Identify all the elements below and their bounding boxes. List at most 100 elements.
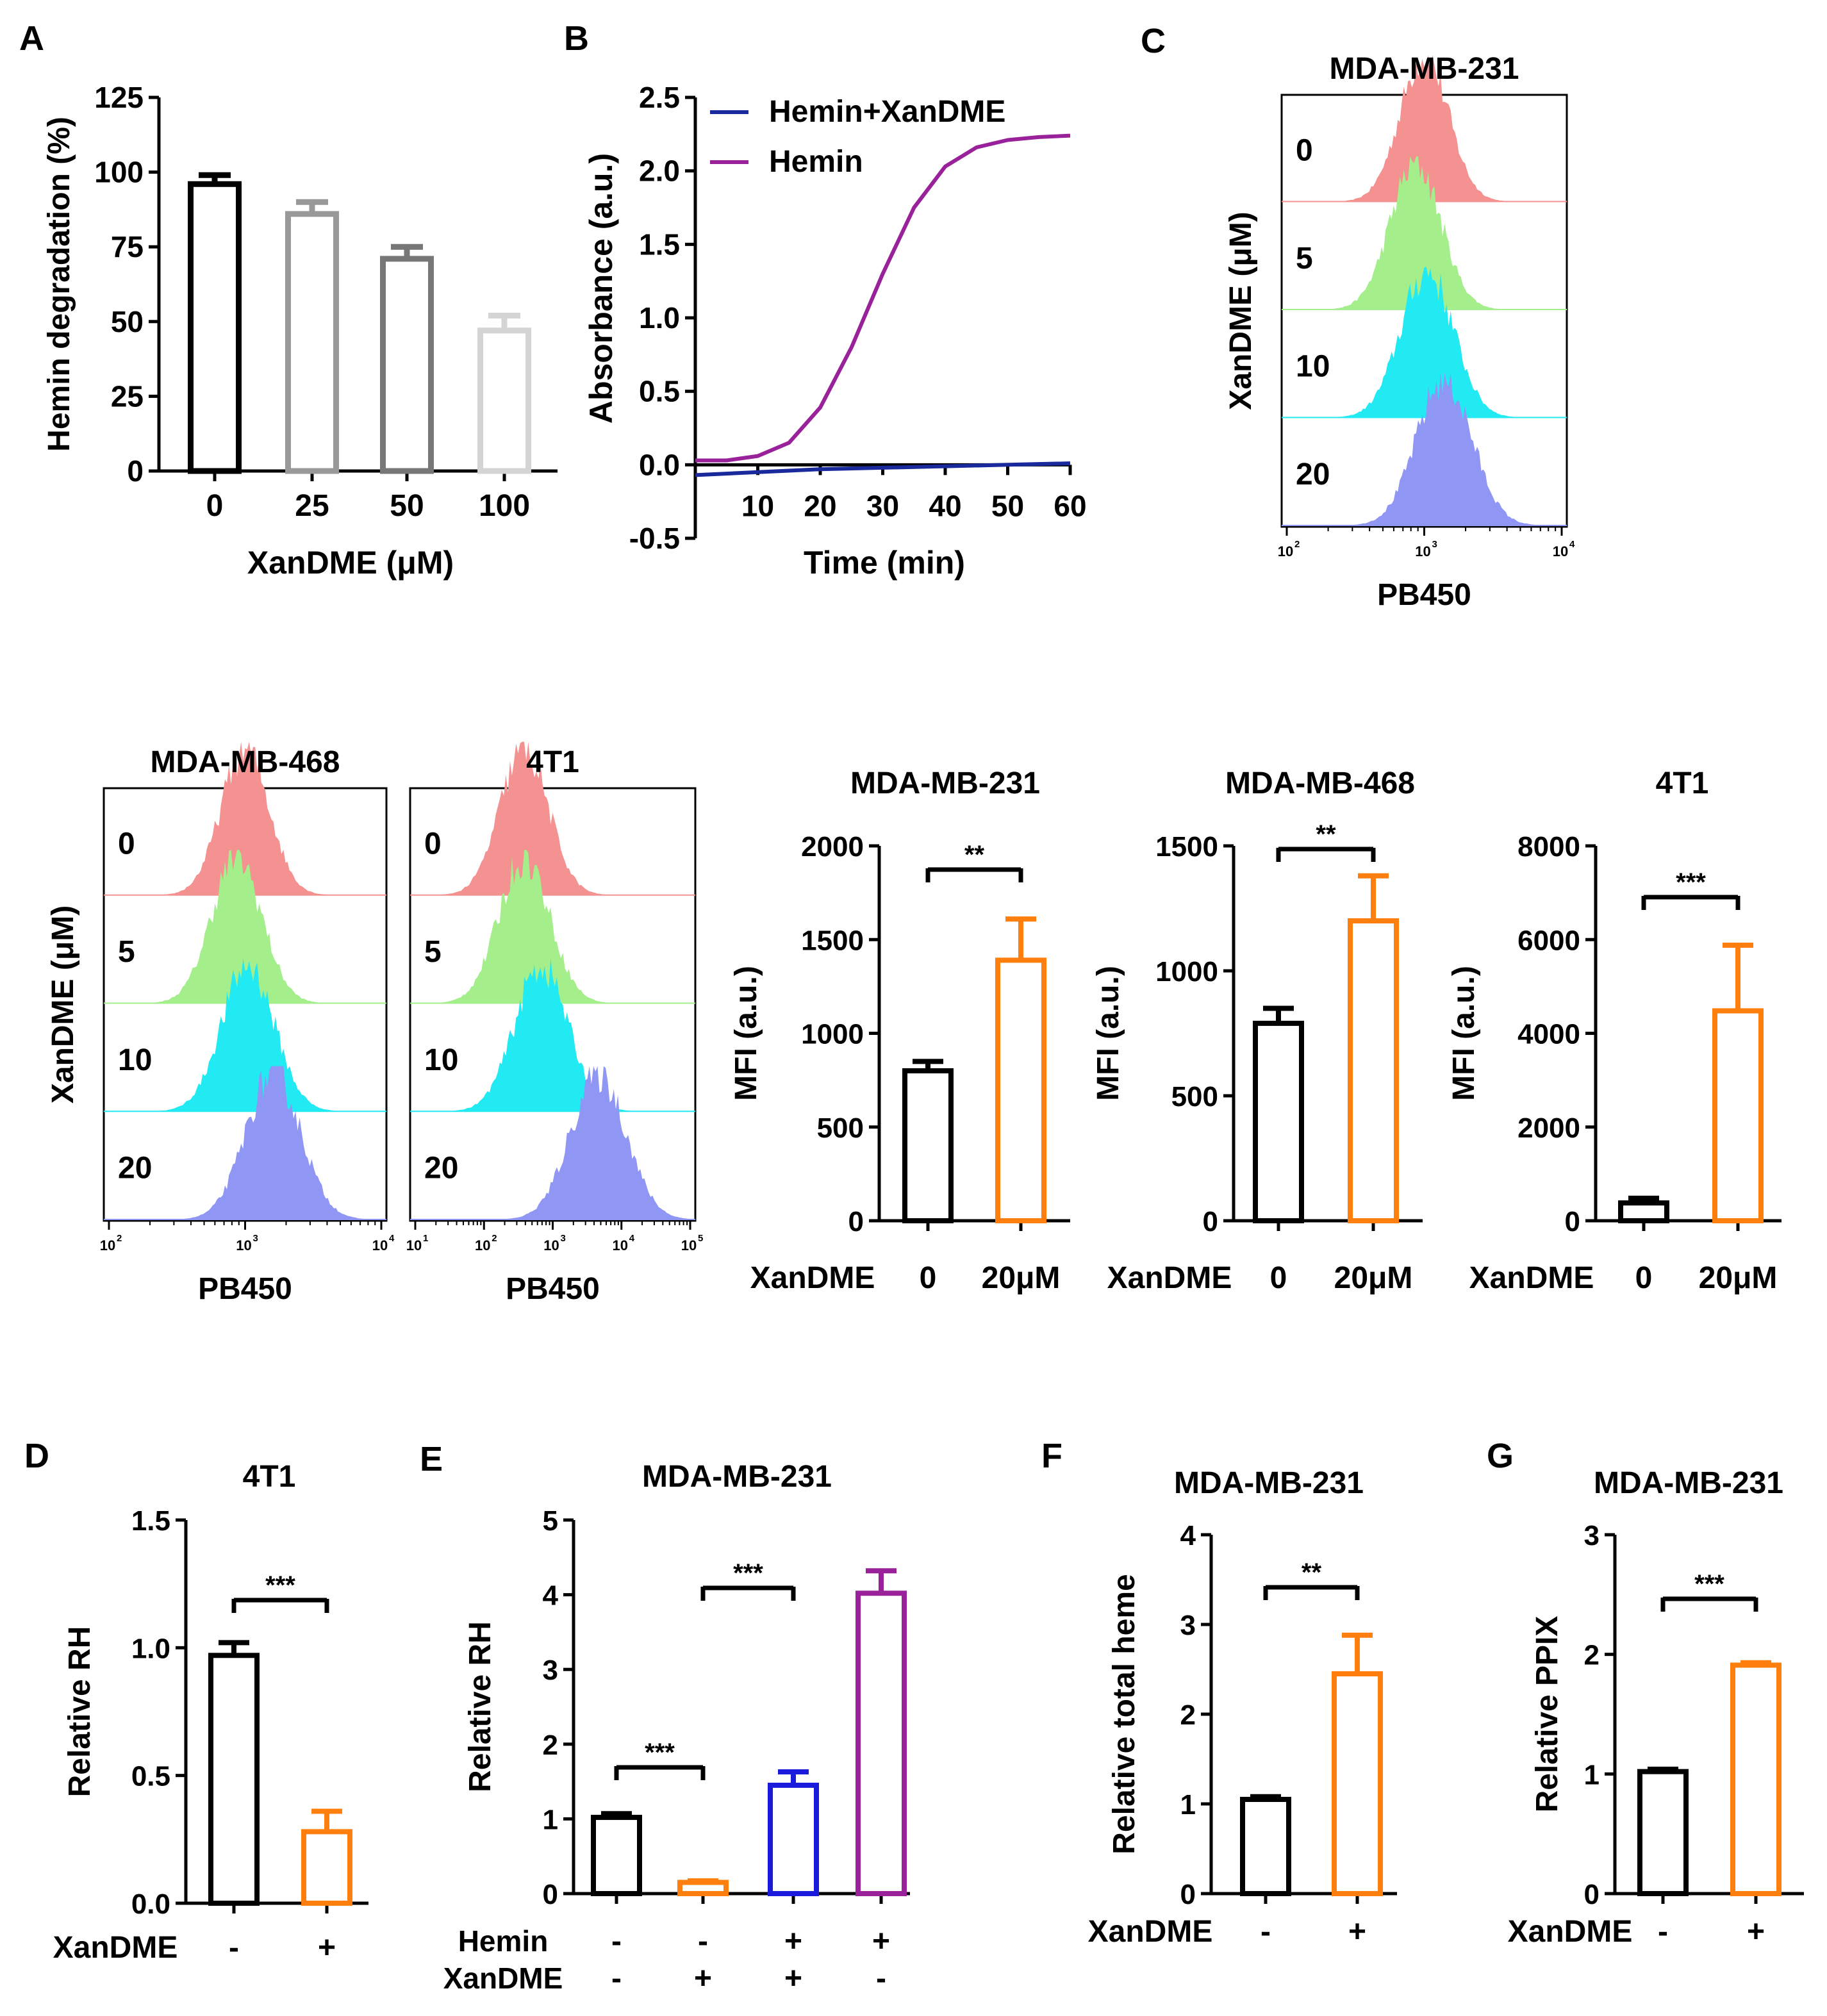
- e-ytick-label-5: 5: [543, 1505, 558, 1537]
- mfi-231-ytick-label-2: 1000: [801, 1019, 864, 1050]
- panel-letter-g: G: [1487, 1437, 1514, 1475]
- mfi-468-significance-label: **: [1316, 820, 1336, 848]
- g-category-1: +: [1747, 1915, 1765, 1949]
- e-row-label-1: XanDME: [443, 1962, 563, 1995]
- g-bar-0: [1637, 1769, 1689, 1897]
- g-ytick-label-3: 3: [1584, 1520, 1600, 1551]
- e-ytick-label-2: 2: [543, 1730, 558, 1761]
- g-ytick-label-2: 2: [1584, 1640, 1600, 1671]
- mfi-4t1-ytick-label-0: 0: [1565, 1206, 1580, 1237]
- mfi-468-title: MDA-MB-468: [1225, 766, 1415, 800]
- mfi-231-ytick-label-0: 0: [848, 1206, 864, 1237]
- a-category-3: 100: [479, 489, 530, 523]
- b-ytick-label-2: 0.5: [639, 375, 680, 408]
- 468-hist-decade-label-2: 10: [372, 1237, 388, 1253]
- a-xlabel: XanDME (μM): [247, 545, 454, 581]
- e-bar-3: [856, 1590, 907, 1897]
- b-xtick-label-5: 60: [1054, 489, 1086, 522]
- f-ylabel: Relative total heme: [1107, 1574, 1141, 1854]
- panel-letter-d: D: [24, 1437, 49, 1475]
- panel-letter-a: A: [19, 19, 44, 58]
- a-ylabel: Hemin degradation (%): [42, 117, 76, 452]
- b-ytick-label-4: 1.5: [639, 227, 680, 261]
- mfi-231-significance-label: **: [964, 841, 985, 869]
- d-ytick-label-0: 0.0: [131, 1888, 170, 1920]
- f-category-1: +: [1348, 1915, 1366, 1949]
- b-ylabel: Absorbance (a.u.): [583, 153, 619, 424]
- 468-hist-ylabel: XanDME (μM): [46, 905, 80, 1103]
- a-category-1: 25: [295, 489, 329, 523]
- b-ytick-label-3: 1.0: [639, 301, 680, 335]
- e-row-0-value-2: +: [784, 1924, 802, 1958]
- a-bar-3: [477, 327, 531, 474]
- g-category-0: -: [1658, 1915, 1668, 1949]
- e-bar-2: [768, 1782, 819, 1896]
- 4t1-hist-decade-label-3: 10: [613, 1237, 628, 1253]
- 4t1-hist-band-label-2: 10: [424, 1043, 458, 1077]
- mfi-231-ytick-label-4: 2000: [801, 831, 864, 863]
- 468-hist-histogram-3: [104, 1066, 386, 1219]
- c-hist-decade-exp-2: 4: [1569, 539, 1575, 550]
- a-ytick-label-2: 50: [111, 305, 144, 338]
- mfi-231-bar-0: [902, 1068, 954, 1223]
- b-series-line-1: [695, 133, 1071, 463]
- g-title: MDA-MB-231: [1594, 1466, 1783, 1500]
- f-ytick-label-2: 2: [1180, 1699, 1196, 1731]
- b-xtick-label-0: 10: [741, 489, 774, 522]
- e-title: MDA-MB-231: [642, 1460, 832, 1494]
- f-ytick-label-4: 4: [1180, 1520, 1196, 1551]
- c-hist-histogram-1: [1282, 156, 1567, 310]
- f-ytick-label-1: 1: [1180, 1789, 1196, 1821]
- 4t1-hist-histogram-0: [410, 741, 695, 895]
- mfi-4t1-bar-1: [1712, 1008, 1764, 1224]
- 4t1-hist-band-label-3: 20: [424, 1152, 458, 1186]
- e-ytick-label-3: 3: [543, 1655, 558, 1686]
- c-hist-band-label-3: 20: [1296, 458, 1330, 492]
- b-series-line-0: [695, 461, 1071, 477]
- c-hist-band-label-1: 5: [1296, 242, 1313, 276]
- c-hist-ylabel: XanDME (μM): [1224, 211, 1258, 409]
- 468-hist-decade-exp-0: 2: [117, 1233, 122, 1244]
- mfi-468-bar-1: [1348, 918, 1399, 1223]
- c-hist-histogram-2: [1282, 267, 1567, 418]
- mfi-231-row-label: XanDME: [750, 1261, 875, 1295]
- mfi-4t1-ylabel: MFI (a.u.): [1447, 966, 1481, 1101]
- mfi-231-category-0: 0: [920, 1261, 937, 1295]
- 4t1-hist-decade-label-4: 10: [681, 1237, 697, 1253]
- mfi-468-ylabel: MFI (a.u.): [1091, 966, 1125, 1101]
- mfi-231-title: MDA-MB-231: [850, 766, 1040, 800]
- d-bar-0: [208, 1653, 260, 1906]
- a-bar-1: [285, 211, 339, 474]
- g-significance-label: ***: [1694, 1570, 1724, 1598]
- a-ytick-label-4: 100: [94, 156, 144, 189]
- g-row-label: XanDME: [1508, 1915, 1633, 1949]
- panel-letter-e: E: [420, 1440, 443, 1478]
- d-ytick-label-3: 1.5: [131, 1505, 170, 1537]
- mfi-4t1-title: 4T1: [1656, 766, 1709, 800]
- mfi-231-ylabel: MFI (a.u.): [729, 966, 763, 1101]
- f-category-0: -: [1261, 1915, 1271, 1949]
- d-ylabel: Relative RH: [63, 1626, 97, 1797]
- 4t1-hist-decade-exp-1: 2: [492, 1233, 497, 1244]
- panel-letter-f: F: [1041, 1437, 1062, 1475]
- mfi-4t1-significance-label: ***: [1676, 868, 1706, 896]
- d-title: 4T1: [243, 1460, 296, 1494]
- mfi-4t1-category-1: 20μM: [1699, 1261, 1778, 1295]
- g-ytick-label-0: 0: [1584, 1879, 1600, 1910]
- 468-hist-xlabel: PB450: [198, 1272, 292, 1306]
- b-ytick-label-6: 2.5: [639, 81, 680, 114]
- g-ytick-label-1: 1: [1584, 1759, 1600, 1790]
- e-row-0-value-3: +: [872, 1924, 890, 1958]
- 468-hist-decade-exp-1: 3: [253, 1233, 258, 1244]
- c-hist-title: MDA-MB-231: [1329, 52, 1519, 86]
- a-category-2: 50: [390, 489, 424, 523]
- mfi-468-bar-0: [1253, 1020, 1304, 1224]
- panel-letter-c: C: [1141, 22, 1166, 60]
- d-category-0: -: [229, 1931, 239, 1965]
- e-row-0-value-1: -: [698, 1924, 708, 1958]
- 4t1-hist-decade-label-0: 10: [406, 1237, 422, 1253]
- 4t1-hist-decade-exp-3: 4: [629, 1233, 635, 1244]
- c-hist-band-label-2: 10: [1296, 349, 1330, 383]
- mfi-468-category-0: 0: [1270, 1261, 1287, 1295]
